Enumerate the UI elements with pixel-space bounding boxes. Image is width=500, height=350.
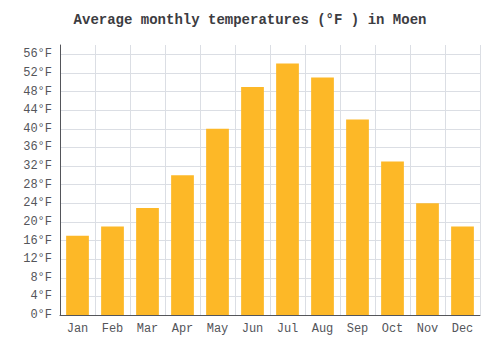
svg-text:56°F: 56°F — [23, 47, 52, 61]
svg-text:52°F: 52°F — [23, 66, 52, 80]
svg-text:Average monthly temperatures (: Average monthly temperatures (°F ) in Mo… — [74, 12, 427, 28]
svg-text:Oct: Oct — [382, 322, 404, 336]
svg-text:0°F: 0°F — [30, 308, 52, 322]
svg-text:Nov: Nov — [417, 322, 439, 336]
svg-text:48°F: 48°F — [23, 85, 52, 99]
svg-text:32°F: 32°F — [23, 159, 52, 173]
svg-text:Aug: Aug — [312, 322, 334, 336]
svg-text:8°F: 8°F — [30, 271, 52, 285]
svg-text:Feb: Feb — [102, 322, 124, 336]
svg-text:4°F: 4°F — [30, 289, 52, 303]
svg-text:24°F: 24°F — [23, 196, 52, 210]
svg-text:Jun: Jun — [242, 322, 264, 336]
svg-text:Apr: Apr — [172, 322, 194, 336]
svg-text:40°F: 40°F — [23, 122, 52, 136]
svg-text:44°F: 44°F — [23, 103, 52, 117]
svg-text:May: May — [207, 322, 229, 336]
svg-text:36°F: 36°F — [23, 140, 52, 154]
svg-text:Jan: Jan — [67, 322, 89, 336]
svg-text:12°F: 12°F — [23, 252, 52, 266]
svg-text:16°F: 16°F — [23, 234, 52, 248]
svg-text:20°F: 20°F — [23, 215, 52, 229]
svg-text:Dec: Dec — [452, 322, 474, 336]
svg-text:Jul: Jul — [277, 322, 299, 336]
svg-text:28°F: 28°F — [23, 178, 52, 192]
svg-text:Mar: Mar — [137, 322, 159, 336]
svg-text:Sep: Sep — [347, 322, 369, 336]
